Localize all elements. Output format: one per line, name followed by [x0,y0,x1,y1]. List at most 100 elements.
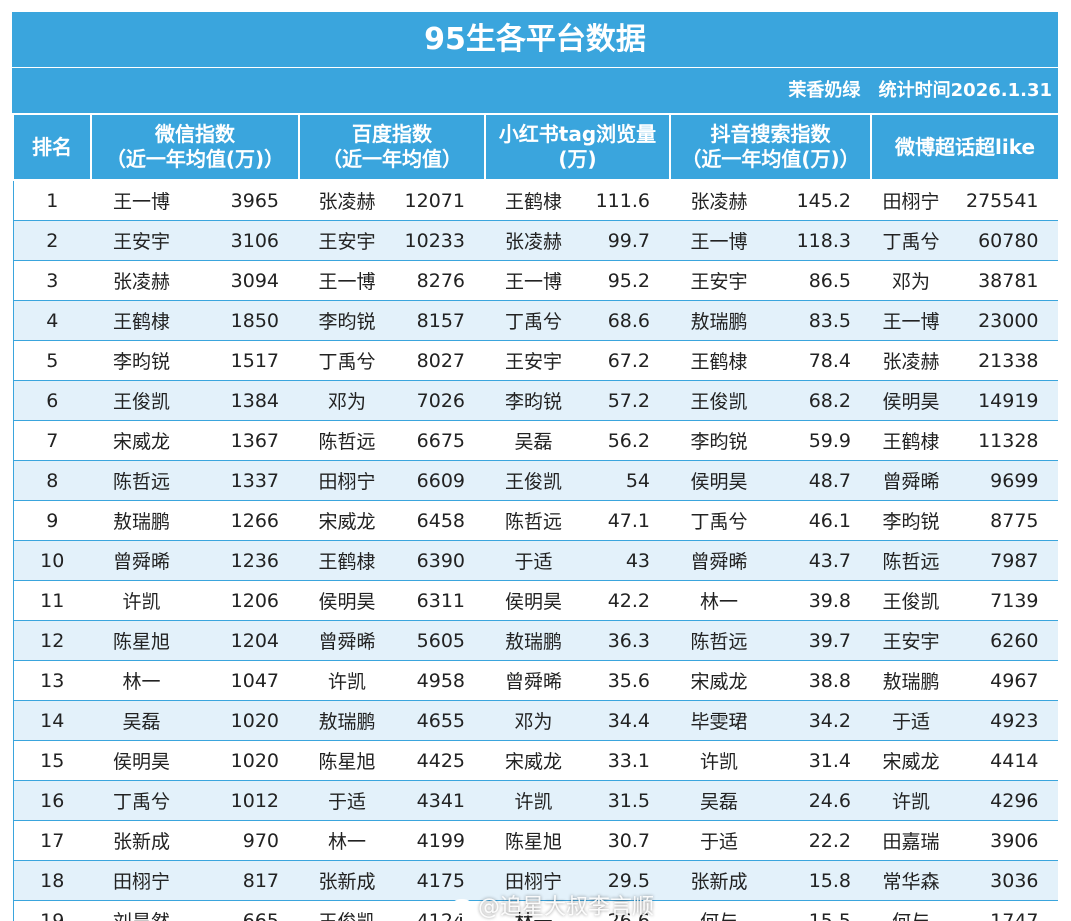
baidu-name-cell: 王一博 [299,260,391,301]
header-row: 排名 微信指数 （近一年均值(万)） 百度指数 （近一年均值） 小红书tag浏览… [12,113,1058,181]
header-douyin-sub: （近一年均值(万)） [681,147,860,171]
weibo-name-cell: 邓为 [871,260,947,301]
xhs-name-cell: 吴磊 [485,420,578,461]
baidu-value-cell: 7026 [391,380,485,421]
douyin-name-cell: 于适 [670,820,764,861]
xhs-name-cell: 丁禹兮 [485,300,578,341]
douyin-name-cell: 陈哲远 [670,620,764,661]
weibo-value-cell: 14919 [947,380,1058,421]
douyin-value-cell: 83.5 [764,300,871,341]
header-wechat-sub: （近一年均值(万)） [105,147,285,171]
douyin-value-cell: 34.2 [764,700,871,741]
xhs-name-cell: 王俊凯 [485,460,578,501]
wechat-name-cell: 敖瑞鹏 [91,500,188,541]
wechat-name-cell: 李昀锐 [91,340,188,381]
xhs-name-cell: 田栩宁 [485,860,578,901]
wechat-name-cell: 曾舜晞 [91,540,188,581]
header-wechat-index: 微信指数 （近一年均值(万)） [90,113,300,181]
baidu-value-cell: 4958 [391,660,485,701]
weibo-value-cell: 8775 [947,500,1058,541]
baidu-value-cell: 6390 [391,540,485,581]
header-xhs-sub: (万) [558,147,597,171]
douyin-value-cell: 59.9 [764,420,871,461]
baidu-value-cell: 4655 [391,700,485,741]
rank-cell: 9 [12,500,91,541]
baidu-name-cell: 李昀锐 [299,300,391,341]
header-rank: 排名 [12,113,92,181]
baidu-value-cell: 8276 [391,260,485,301]
header-weibo-like: 微博超话超like [869,113,1058,181]
meta-info: 茉香奶绿 统计时间2026.1.31 [12,67,1058,113]
xhs-value-cell: 26.6 [578,900,670,921]
wechat-value-cell: 1517 [188,340,299,381]
weibo-name-cell: 田嘉瑞 [871,820,947,861]
douyin-name-cell: 李昀锐 [670,420,764,461]
douyin-value-cell: 39.7 [764,620,871,661]
weibo-value-cell: 4967 [947,660,1058,701]
rank-cell: 19 [12,900,91,921]
rank-cell: 10 [12,540,91,581]
wechat-name-cell: 张新成 [91,820,188,861]
ranking-table: 排名 微信指数 （近一年均值(万)） 百度指数 （近一年均值） 小红书tag浏览… [12,113,1058,921]
xhs-value-cell: 35.6 [578,660,670,701]
wechat-name-cell: 刘昊然 [91,900,188,921]
douyin-name-cell: 毕雯珺 [670,700,764,741]
table-row: 18 田栩宁 817 张新成 4175 田栩宁 29.5 张新成 15.8 常华森 3036 [12,860,1058,901]
wechat-name-cell: 陈星旭 [91,620,188,661]
table-row: 11 许凯 1206 侯明昊 6311 侯明昊 42.2 林一 39.8 王俊凯 7139 [12,580,1058,621]
table-row: 2 王安宇 3106 王安宇 10233 张凌赫 99.7 王一博 118.3 丁禹兮 60780 [12,220,1058,261]
weibo-value-cell: 275541 [947,180,1058,221]
header-xhs-title: 小红书tag浏览量 [498,122,657,146]
wechat-name-cell: 王俊凯 [91,380,188,421]
rank-cell: 4 [12,300,91,341]
table-row: 6 王俊凯 1384 邓为 7026 李昀锐 57.2 王俊凯 68.2 侯明昊 14919 [12,380,1058,421]
table-row: 13 林一 1047 许凯 4958 曾舜晞 35.6 宋威龙 38.8 敖瑞鹏 4967 [12,660,1058,701]
weibo-name-cell: 侯明昊 [871,380,947,421]
source-label: 茉香奶绿 [788,80,861,101]
wechat-value-cell: 3965 [188,180,299,221]
table-row: 8 陈哲远 1337 田栩宁 6609 王俊凯 54 侯明昊 48.7 曾舜晞 9699 [12,460,1058,501]
xhs-name-cell: 曾舜晞 [485,660,578,701]
wechat-name-cell: 王一博 [91,180,188,221]
douyin-value-cell: 43.7 [764,540,871,581]
xhs-name-cell: 敖瑞鹏 [485,620,578,661]
rank-cell: 14 [12,700,91,741]
table-row: 15 侯明昊 1020 陈星旭 4425 宋威龙 33.1 许凯 31.4 宋威龙 4414 [12,740,1058,781]
header-baidu-index: 百度指数 （近一年均值） [298,113,486,181]
baidu-name-cell: 王鹤棣 [299,540,391,581]
douyin-value-cell: 38.8 [764,660,871,701]
xhs-name-cell: 邓为 [485,700,578,741]
wechat-value-cell: 1020 [188,700,299,741]
baidu-name-cell: 陈星旭 [299,740,391,781]
table-row: 7 宋威龙 1367 陈哲远 6675 吴磊 56.2 李昀锐 59.9 王鹤棣 11328 [12,420,1058,461]
baidu-name-cell: 许凯 [299,660,391,701]
xhs-name-cell: 许凯 [485,780,578,821]
rank-cell: 13 [12,660,91,701]
wechat-name-cell: 丁禹兮 [91,780,188,821]
wechat-value-cell: 1266 [188,500,299,541]
wechat-value-cell: 1367 [188,420,299,461]
rank-cell: 11 [12,580,91,621]
weibo-value-cell: 3906 [947,820,1058,861]
watermark: @追星大叔李言顺 [450,889,654,921]
wechat-value-cell: 1850 [188,300,299,341]
weibo-value-cell: 3036 [947,860,1058,901]
xhs-value-cell: 68.6 [578,300,670,341]
baidu-name-cell: 王俊凯 [299,900,391,921]
baidu-name-cell: 侯明昊 [299,580,391,621]
wechat-name-cell: 张凌赫 [91,260,188,301]
table-row: 9 敖瑞鹏 1266 宋威龙 6458 陈哲远 47.1 丁禹兮 46.1 李昀锐 8775 [12,500,1058,541]
douyin-value-cell: 145.2 [764,180,871,221]
weibo-name-cell: 张凌赫 [871,340,947,381]
page-title: 95生各平台数据 [12,12,1058,67]
baidu-name-cell: 丁禹兮 [299,340,391,381]
baidu-value-cell: 4425 [391,740,485,781]
douyin-name-cell: 侯明昊 [670,460,764,501]
weibo-name-cell: 于适 [871,700,947,741]
weibo-name-cell: 王安宇 [871,620,947,661]
wechat-value-cell: 3094 [188,260,299,301]
wechat-value-cell: 1020 [188,740,299,781]
douyin-name-cell: 王一博 [670,220,764,261]
xhs-name-cell: 李昀锐 [485,380,578,421]
header-baidu-title: 百度指数 [352,122,432,146]
